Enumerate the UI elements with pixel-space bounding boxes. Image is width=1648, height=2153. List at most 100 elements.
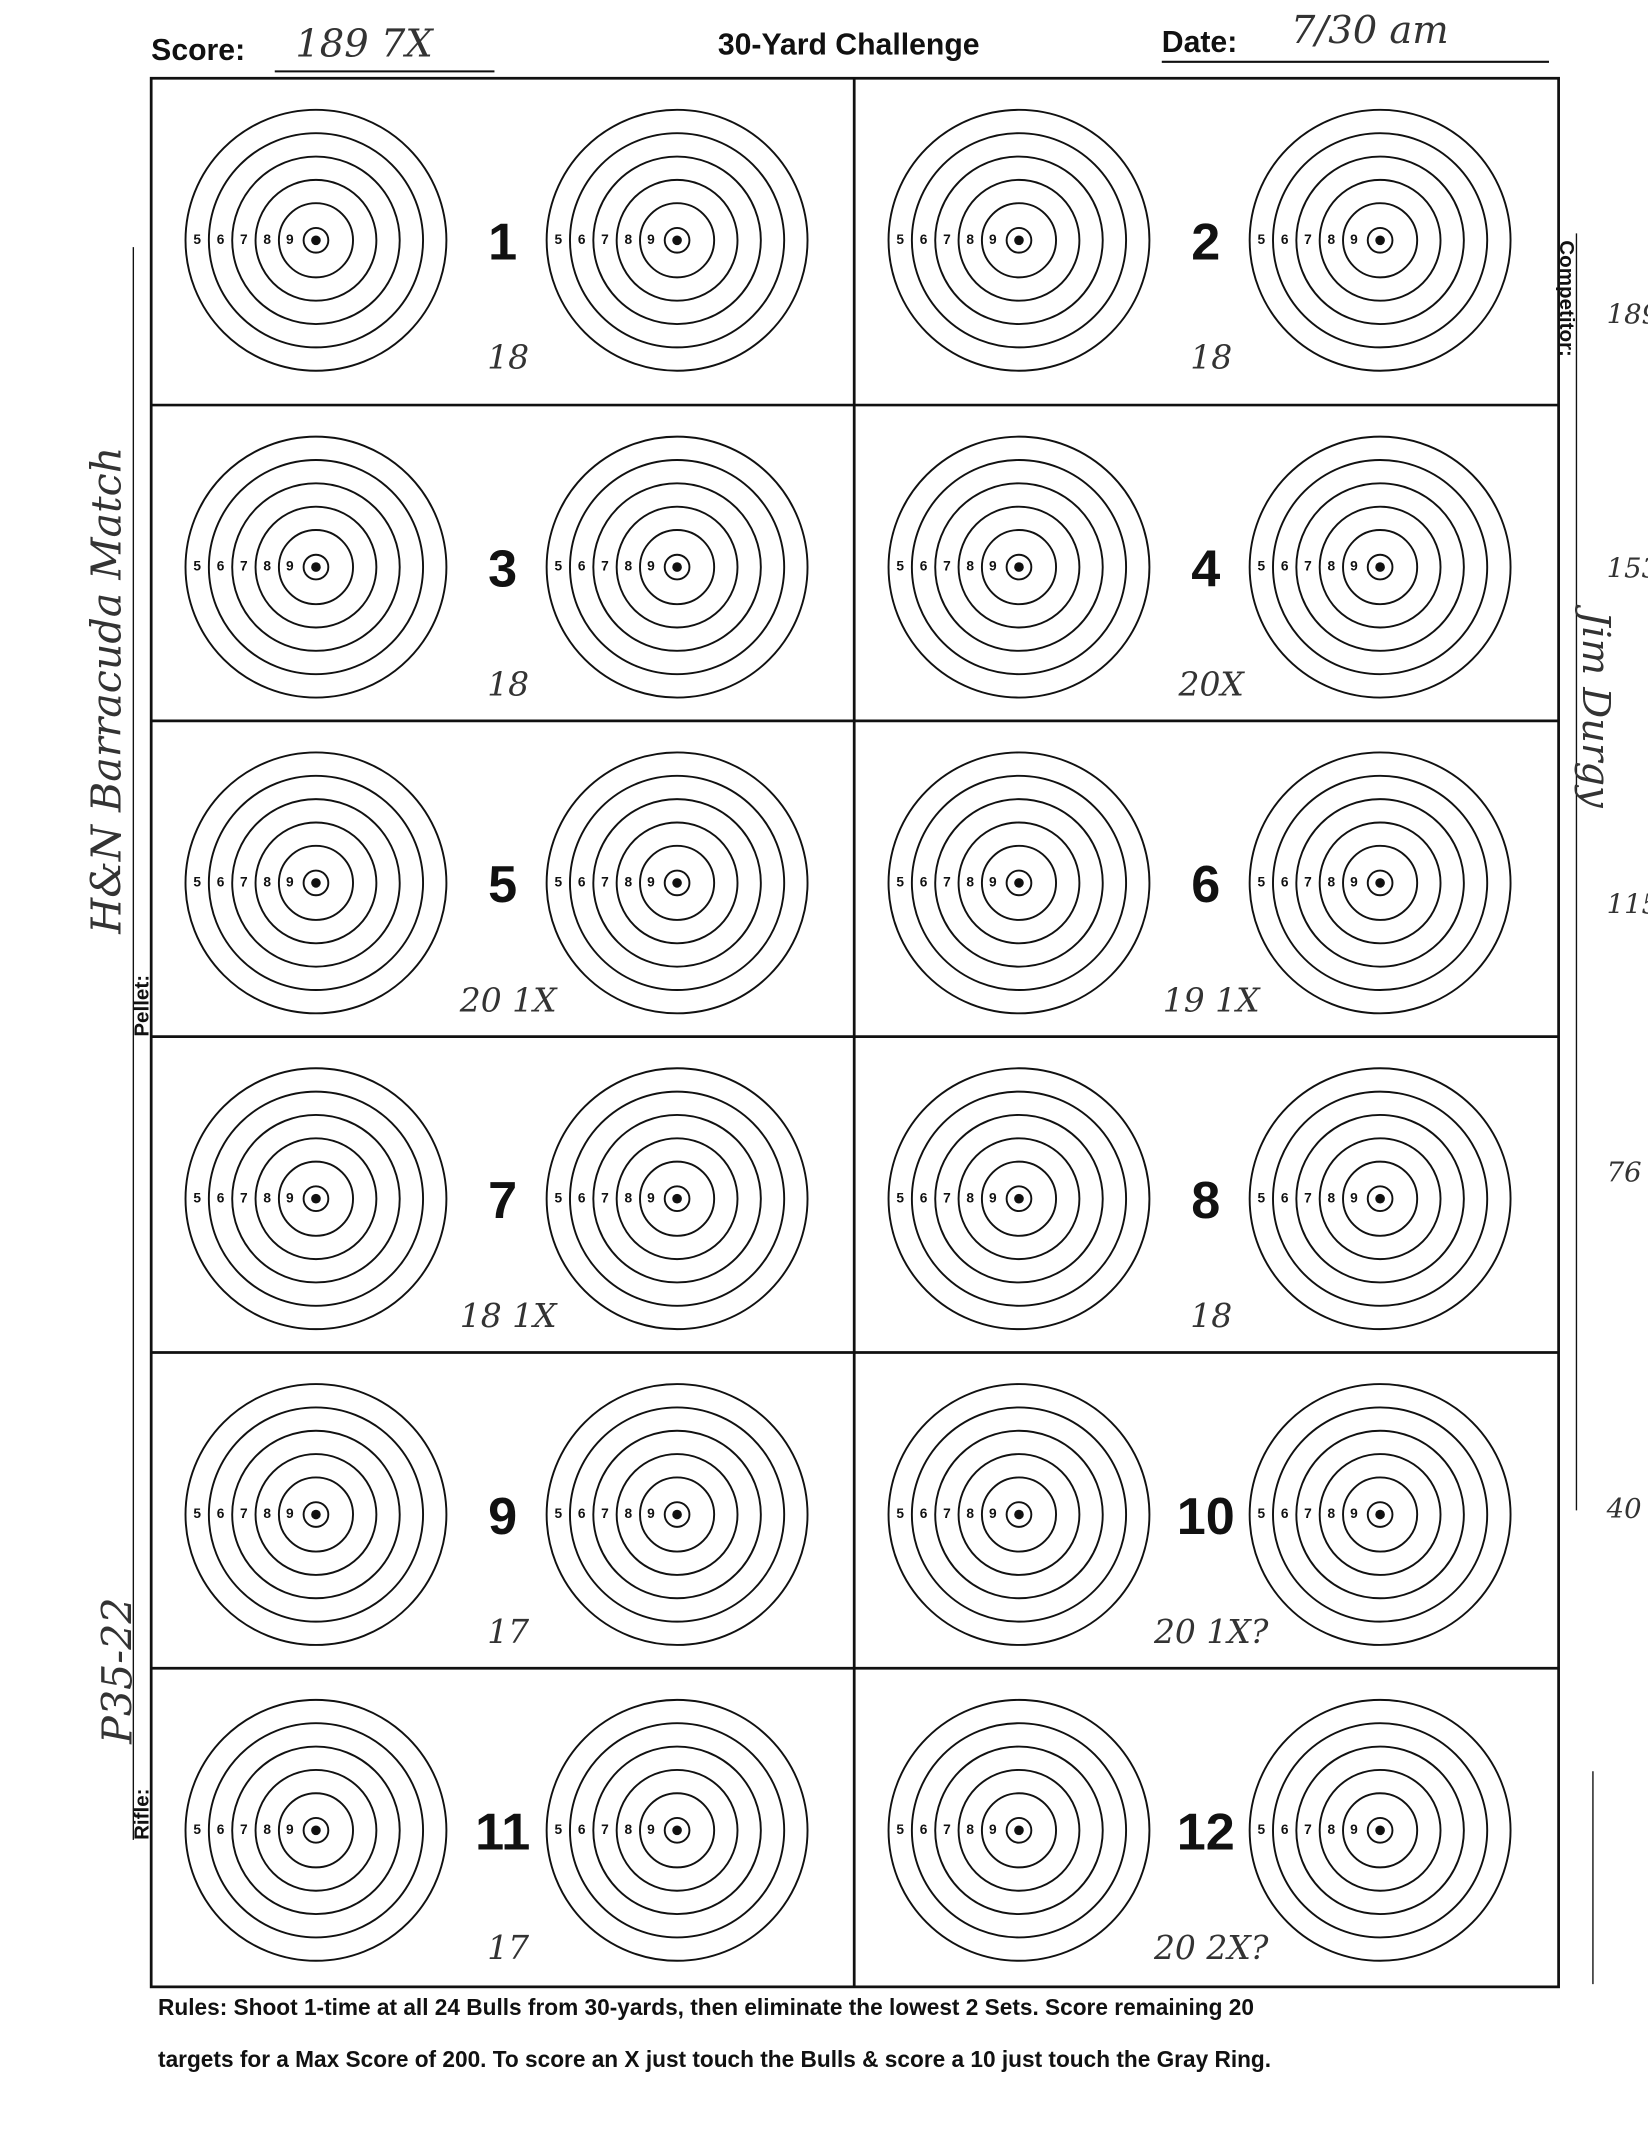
target-ring	[1318, 1453, 1442, 1576]
bull-dot	[1014, 235, 1024, 246]
ring-label: 9	[989, 1190, 997, 1205]
target-ring	[1295, 1429, 1465, 1600]
target-ring	[957, 505, 1081, 629]
target-ring	[592, 1113, 762, 1284]
bull	[1005, 1817, 1033, 1844]
ring-label: 6	[578, 1822, 586, 1837]
target-ring	[910, 1722, 1128, 1939]
target-ring	[615, 1137, 739, 1261]
ring-label: 9	[286, 559, 294, 574]
set-number: 6	[1191, 856, 1220, 914]
target-ring	[592, 1745, 762, 1916]
target-ring	[207, 132, 425, 349]
bull	[1005, 1185, 1033, 1213]
ring-label: 6	[920, 1822, 928, 1837]
target-ring	[1248, 751, 1512, 1015]
ring-label: 5	[554, 1506, 562, 1521]
margin-note: 40	[1606, 1494, 1642, 1525]
ring-label: 8	[966, 232, 974, 247]
target-ring	[254, 1768, 378, 1892]
ring-label: 8	[1328, 559, 1336, 574]
bull-dot	[672, 1193, 682, 1204]
target-ring	[980, 1792, 1058, 1869]
set-number: 4	[1191, 540, 1220, 598]
ring-label: 8	[625, 875, 633, 890]
bull	[663, 1501, 691, 1528]
ring-label: 6	[1281, 1822, 1289, 1837]
ring-label: 6	[217, 232, 225, 247]
bull-dot	[1375, 235, 1385, 246]
ring-label: 9	[647, 875, 655, 890]
ring-label: 5	[193, 1190, 201, 1205]
ring-label: 9	[1350, 875, 1358, 890]
target-ring	[639, 529, 716, 606]
bull-dot	[311, 1509, 321, 1520]
sheet-title: 30-Yard Challenge	[718, 29, 980, 62]
target-ring	[254, 821, 378, 945]
bull	[1005, 869, 1033, 897]
set-number: 9	[488, 1488, 517, 1546]
target-ring	[957, 821, 1081, 945]
ring-label: 8	[263, 1506, 271, 1521]
target-ring	[1295, 1113, 1465, 1284]
ring-label: 7	[1304, 232, 1312, 247]
target-ring	[1295, 1745, 1465, 1916]
ring-label: 7	[601, 875, 609, 890]
ring-label: 7	[601, 1822, 609, 1837]
score-label: Score:	[151, 34, 245, 67]
target-ring	[910, 1090, 1128, 1307]
target-ring	[545, 1383, 809, 1646]
set-number: 7	[488, 1172, 517, 1230]
ring-label: 9	[286, 1822, 294, 1837]
ring-label: 9	[1350, 232, 1358, 247]
ring-label: 7	[1304, 559, 1312, 574]
ring-label: 6	[1281, 232, 1289, 247]
bull	[1005, 1501, 1033, 1528]
target-ring	[910, 774, 1128, 991]
ring-label: 9	[647, 1190, 655, 1205]
target-ring	[639, 844, 716, 921]
ring-label: 5	[896, 1822, 904, 1837]
ring-label: 5	[1258, 875, 1266, 890]
target-ring	[1318, 821, 1442, 945]
target-ring	[934, 798, 1104, 968]
ring-label: 5	[896, 232, 904, 247]
ring-label: 9	[647, 559, 655, 574]
bull	[302, 1185, 330, 1213]
target-ring	[1248, 108, 1512, 372]
target-ring	[934, 155, 1104, 326]
bull-dot	[1375, 1825, 1385, 1836]
target-ring	[910, 459, 1128, 676]
target-ring	[1318, 178, 1442, 302]
target-ring	[569, 132, 786, 349]
margin-note: 189 7X	[1607, 299, 1648, 330]
ring-label: 6	[1281, 1190, 1289, 1205]
target-ring	[639, 202, 716, 279]
ring-label: 7	[601, 1506, 609, 1521]
target-ring	[569, 1722, 786, 1939]
target-ring	[545, 751, 809, 1015]
target-ring	[231, 1745, 401, 1916]
target-ring	[957, 1137, 1081, 1261]
target-ring	[957, 1768, 1081, 1892]
target-ring	[545, 435, 809, 699]
ring-label: 7	[240, 232, 248, 247]
ring-label: 9	[286, 232, 294, 247]
target-ring	[887, 108, 1151, 372]
bull	[1366, 869, 1394, 897]
target-ring	[1272, 774, 1489, 991]
ring-label: 5	[193, 1822, 201, 1837]
ring-label: 7	[943, 559, 951, 574]
target-ring	[569, 1406, 786, 1623]
set-score: 20X	[1178, 665, 1246, 704]
ring-label: 9	[1350, 559, 1358, 574]
ring-label: 5	[1258, 232, 1266, 247]
ring-label: 7	[240, 1506, 248, 1521]
ring-label: 9	[989, 1506, 997, 1521]
set-number: 12	[1177, 1804, 1235, 1862]
target-ring	[592, 798, 762, 968]
ring-label: 5	[554, 1190, 562, 1205]
